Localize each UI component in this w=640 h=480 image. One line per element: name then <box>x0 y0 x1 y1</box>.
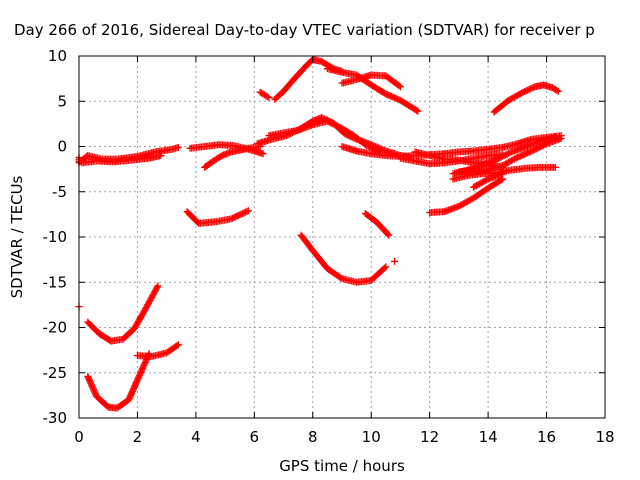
data-series <box>271 56 346 103</box>
y-tick-label: -15 <box>43 273 68 291</box>
data-point <box>265 94 273 102</box>
data-point <box>384 230 392 238</box>
data-series <box>84 350 153 412</box>
chart-title: Day 266 of 2016, Sidereal Day-to-day VTE… <box>14 21 595 39</box>
y-tick-label: 5 <box>57 92 67 110</box>
y-tick-label: -5 <box>52 183 67 201</box>
data-series <box>78 152 165 167</box>
x-tick-label: 14 <box>479 428 498 446</box>
data-point <box>391 257 399 265</box>
data-point <box>157 152 165 160</box>
data-point <box>554 87 562 95</box>
data-point <box>244 207 252 215</box>
x-axis-label: GPS time / hours <box>279 457 405 475</box>
data-series <box>297 231 390 286</box>
data-point <box>173 342 181 350</box>
data-point <box>243 207 251 215</box>
x-tick-label: 8 <box>308 428 318 446</box>
y-tick-label: -25 <box>43 364 68 382</box>
data-point <box>395 82 403 90</box>
data-point <box>259 150 267 158</box>
y-tick-label: -10 <box>43 228 68 246</box>
data-point <box>413 106 421 114</box>
data-point <box>154 282 162 290</box>
data-series <box>426 175 507 217</box>
y-tick-label: 0 <box>57 138 67 156</box>
data-points <box>75 56 565 412</box>
data-point <box>381 264 389 272</box>
x-tick-label: 6 <box>250 428 260 446</box>
data-point <box>385 231 393 239</box>
data-point <box>174 143 182 151</box>
y-tick-label: -30 <box>43 409 68 427</box>
x-tick-label: 16 <box>537 428 556 446</box>
data-point <box>553 86 561 94</box>
data-series <box>455 134 565 176</box>
data-series <box>84 282 162 345</box>
data-point <box>382 263 390 271</box>
data-point <box>551 163 559 171</box>
data-point <box>174 341 182 349</box>
data-point <box>263 93 271 101</box>
data-series <box>133 341 182 360</box>
axis-ticks: 0 2 4 6 8 10 12 14 16 18 -30 -25 -20 -15 -10 -5 0 5 10 <box>43 47 615 446</box>
data-point <box>414 107 422 115</box>
x-tick-label: 4 <box>191 428 201 446</box>
data-point <box>499 175 507 183</box>
y-axis-label: SDTVAR / TECUs <box>8 175 26 298</box>
x-tick-label: 10 <box>362 428 381 446</box>
grid-lines <box>79 56 605 418</box>
data-series <box>256 88 273 102</box>
plot-frame <box>78 55 606 419</box>
data-series <box>338 71 404 91</box>
data-point <box>557 134 565 142</box>
x-tick-label: 0 <box>74 428 84 446</box>
data-point <box>497 176 505 184</box>
data-series <box>470 170 507 191</box>
x-tick-label: 12 <box>420 428 439 446</box>
data-series <box>391 257 399 265</box>
y-tick-label: -20 <box>43 319 68 337</box>
data-point <box>153 283 161 291</box>
data-series <box>183 207 252 227</box>
x-tick-label: 2 <box>133 428 143 446</box>
data-point <box>396 83 404 91</box>
data-series <box>361 209 393 239</box>
data-series <box>201 143 264 171</box>
data-series <box>490 81 562 116</box>
x-tick-label: 18 <box>595 428 614 446</box>
data-series <box>265 117 384 156</box>
y-tick-label: 10 <box>48 47 67 65</box>
